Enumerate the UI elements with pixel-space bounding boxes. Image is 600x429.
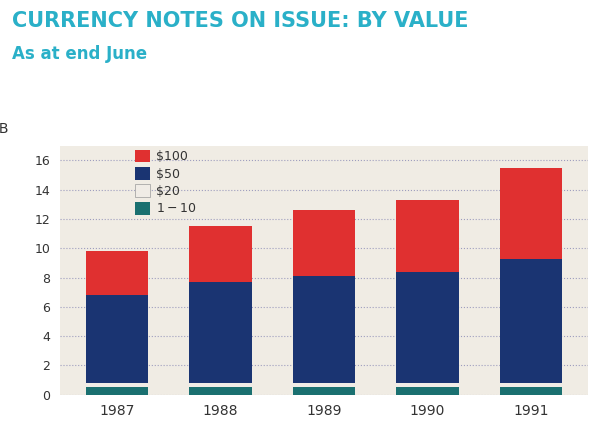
- Bar: [397, 383, 458, 387]
- Bar: [86, 295, 148, 383]
- Bar: [293, 383, 355, 387]
- Bar: [190, 282, 251, 383]
- Bar: [397, 200, 458, 272]
- Bar: [86, 387, 148, 395]
- Bar: [293, 276, 355, 383]
- Bar: [397, 387, 458, 395]
- Bar: [190, 227, 251, 282]
- Text: CURRENCY NOTES ON ISSUE: BY VALUE: CURRENCY NOTES ON ISSUE: BY VALUE: [12, 11, 469, 31]
- Bar: [500, 259, 562, 383]
- Text: $B: $B: [0, 122, 10, 136]
- Bar: [86, 251, 148, 295]
- Bar: [190, 383, 251, 387]
- Bar: [500, 168, 562, 259]
- Bar: [500, 387, 562, 395]
- Text: As at end June: As at end June: [12, 45, 147, 63]
- Bar: [293, 210, 355, 276]
- Bar: [86, 383, 148, 387]
- Bar: [397, 272, 458, 383]
- Bar: [500, 383, 562, 387]
- Legend: $100, $50, $20, $1-$10: $100, $50, $20, $1-$10: [135, 150, 197, 215]
- Bar: [293, 387, 355, 395]
- Bar: [190, 387, 251, 395]
